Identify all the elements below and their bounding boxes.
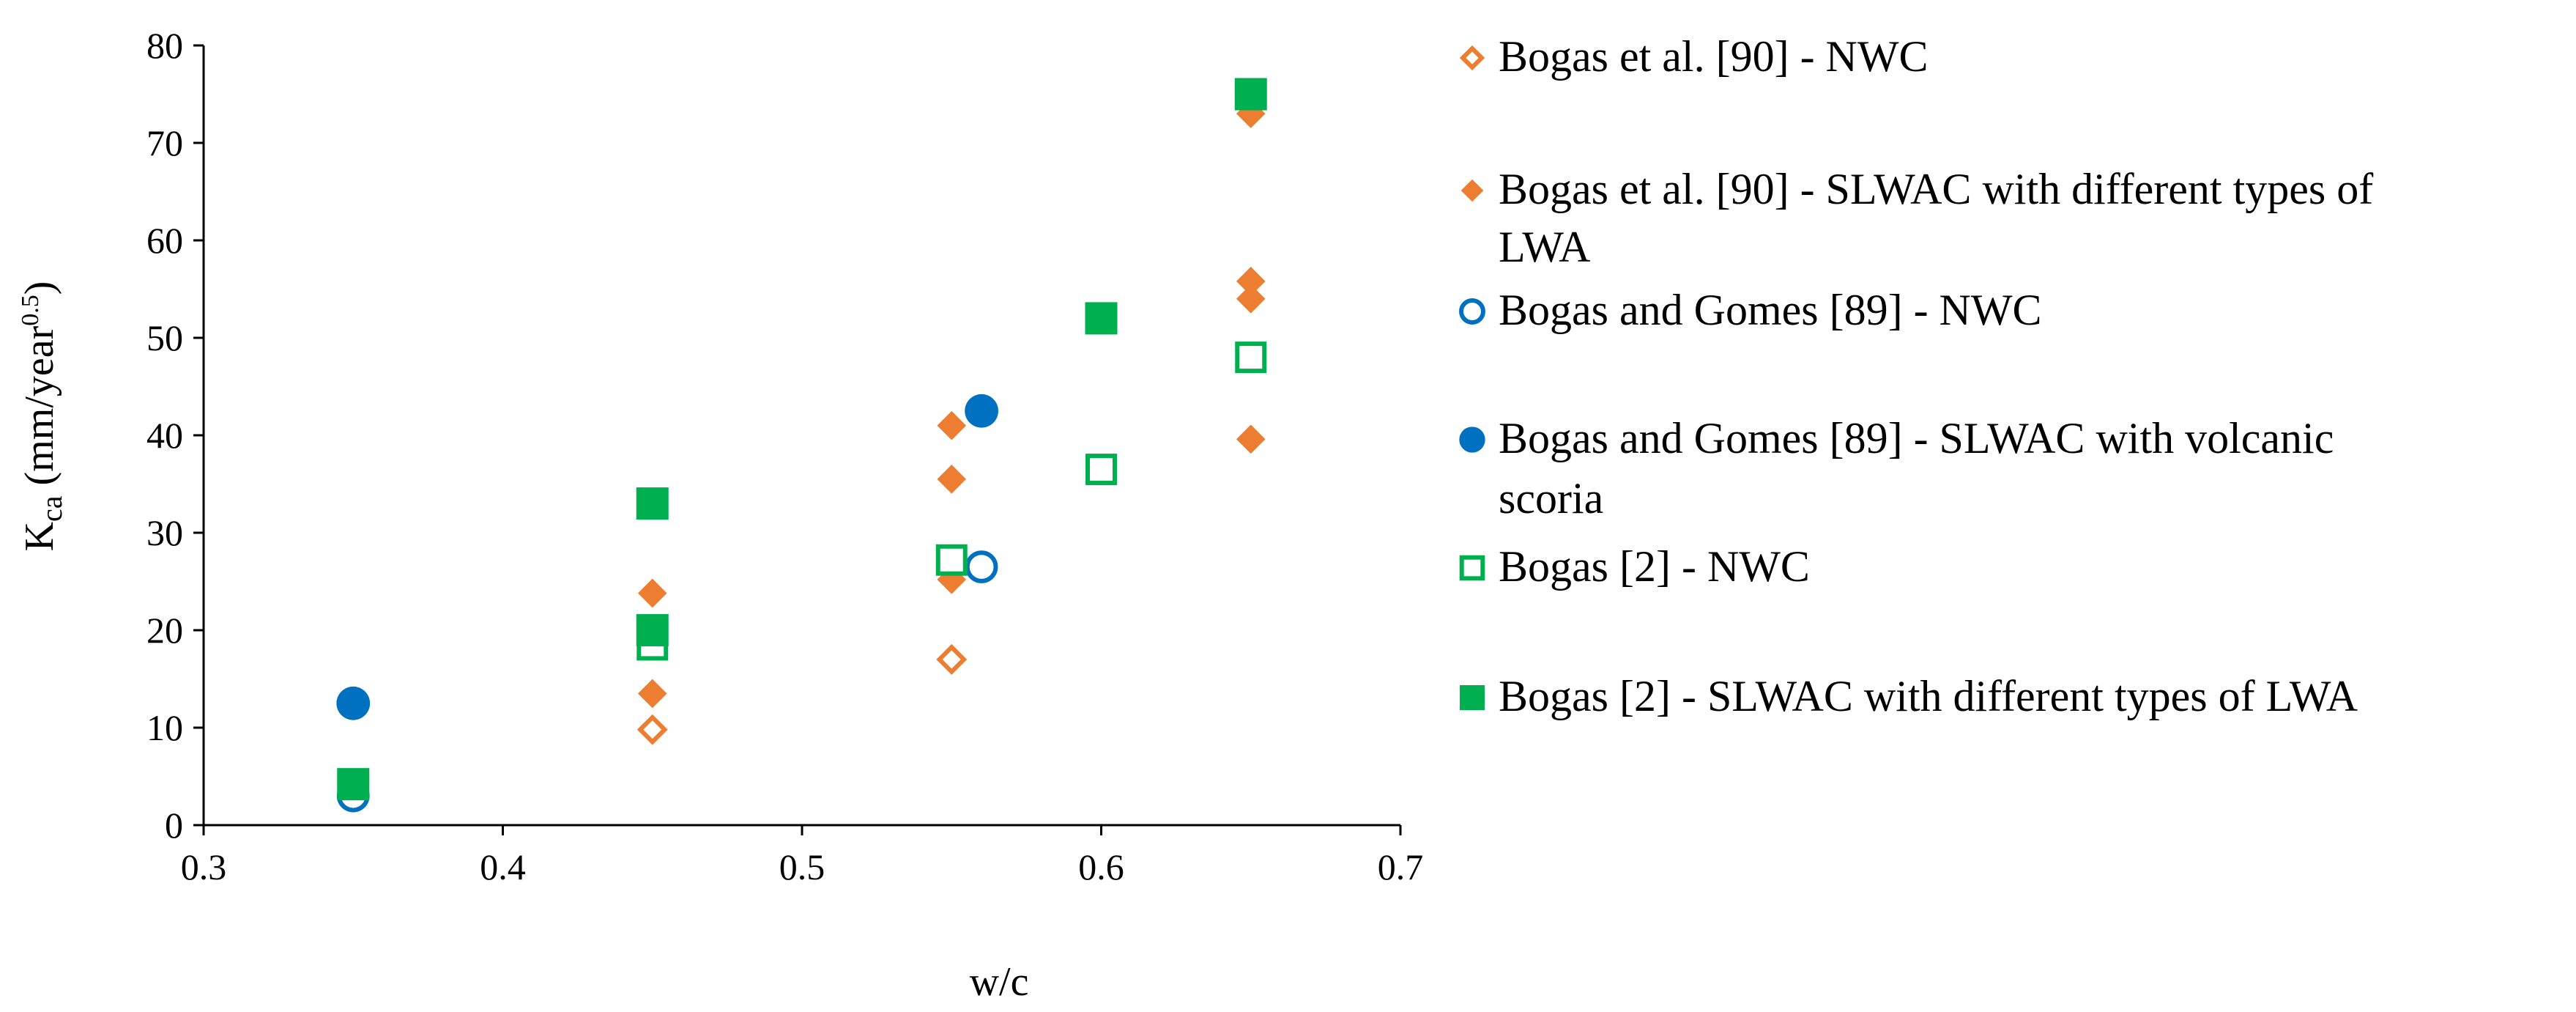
legend-entry-label: Bogas et al. [90] - SLWAC with different… <box>1499 165 2373 213</box>
filled-diamond-point <box>1236 424 1266 454</box>
filled-diamond-point <box>937 410 967 440</box>
legend-entry-label: Bogas and Gomes [89] - SLWAC with volcan… <box>1499 414 2334 462</box>
filled-diamond-point <box>1236 284 1266 314</box>
legend-open-square-icon <box>1459 555 1485 581</box>
x-tick-label: 0.6 <box>1078 846 1124 887</box>
x-tick-label: 0.7 <box>1378 846 1424 887</box>
y-tick-label: 70 <box>146 122 183 163</box>
y-tick-label: 80 <box>146 25 183 66</box>
legend-open-circle-icon <box>1459 298 1485 325</box>
x-tick-labels: 0.3 0.4 0.5 0.6 0.7 <box>181 846 1424 887</box>
x-axis-title: w/c <box>970 959 1029 1005</box>
filled-square-point <box>1085 302 1118 335</box>
legend-entry-label: Bogas [2] - SLWAC with different types o… <box>1499 672 2358 720</box>
legend-entry-label: Bogas et al. [90] - NWC <box>1499 32 1929 81</box>
legend-filled-diamond-icon <box>1460 179 1484 202</box>
y-tick-labels: 0 10 20 30 40 50 60 70 80 <box>146 25 183 846</box>
y-axis-title-unit: (mm/year <box>17 325 62 495</box>
legend-open-diamond-icon <box>1459 45 1485 71</box>
x-tick-label: 0.4 <box>480 846 526 887</box>
filled-square-point <box>636 487 669 520</box>
legend-filled-circle-icon <box>1459 426 1485 453</box>
y-tick-label: 60 <box>146 220 183 261</box>
data-points <box>336 78 1267 813</box>
open-circle-point <box>965 550 998 583</box>
legend-filled-square-icon <box>1460 685 1485 710</box>
filled-circle-point <box>965 394 998 428</box>
filled-diamond-point <box>1236 99 1266 128</box>
y-axis-title: Kca (mm/year0.5) <box>17 281 68 552</box>
y-axis-title-sup: 0.5 <box>17 295 44 326</box>
filled-square-point <box>636 614 669 646</box>
y-tick-label: 10 <box>146 707 183 748</box>
filled-circle-point <box>336 686 371 720</box>
y-axis-title-close: ) <box>17 281 62 295</box>
y-axis-title-main: K <box>17 522 62 551</box>
x-tick-label: 0.3 <box>181 846 227 887</box>
open-diamond-point <box>636 714 668 745</box>
filled-square-point <box>337 768 370 801</box>
legend: Bogas et al. [90] - NWC Bogas et al. [90]… <box>1459 32 2373 720</box>
filled-square-point <box>1234 78 1267 111</box>
axes <box>193 44 1402 835</box>
filled-diamond-point <box>637 679 667 709</box>
open-square-point <box>935 544 968 576</box>
open-square-point <box>1235 341 1267 374</box>
y-tick-label: 30 <box>146 512 183 553</box>
legend-entry-label: LWA <box>1499 223 1591 271</box>
x-tick-label: 0.5 <box>779 846 825 887</box>
open-square-point <box>1085 454 1117 486</box>
filled-diamond-point <box>937 465 967 494</box>
y-tick-label: 0 <box>165 805 183 846</box>
y-axis-title-sub: ca <box>35 495 68 522</box>
y-tick-label: 50 <box>146 317 183 358</box>
legend-entry-label: Bogas and Gomes [89] - NWC <box>1499 286 2042 334</box>
y-tick-label: 40 <box>146 415 183 456</box>
filled-diamond-point <box>1236 267 1266 296</box>
y-tick-label: 20 <box>146 610 183 651</box>
legend-entry-label: scoria <box>1499 474 1603 522</box>
filled-diamond-point <box>637 578 667 608</box>
open-diamond-point <box>936 643 968 675</box>
legend-entry-label: Bogas [2] - NWC <box>1499 542 1810 591</box>
